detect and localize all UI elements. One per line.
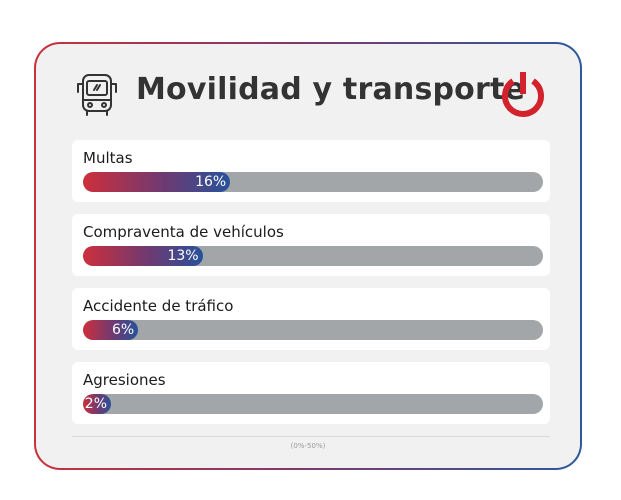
bus-icon [77, 74, 117, 116]
bar-fill: 16% [83, 172, 231, 192]
bar-fill: 13% [83, 246, 203, 266]
bar-track: 13% [83, 246, 543, 266]
bar-row: Compraventa de vehículos 13% [72, 214, 550, 276]
divider [72, 436, 550, 437]
category-label: Multas [83, 149, 133, 167]
bar-fill: 6% [83, 320, 139, 340]
card-frame: Movilidad y transporte Multas 16% Comprave… [34, 42, 582, 470]
value-label: 16% [195, 174, 227, 190]
bar-row: Multas 16% [72, 140, 550, 202]
page-title: Movilidad y transporte [136, 72, 526, 107]
bar-track: 16% [83, 172, 543, 192]
category-label: Compraventa de vehículos [83, 223, 284, 241]
bar-row: Accidente de tráfico 6% [72, 288, 550, 350]
category-label: Accidente de tráfico [83, 297, 234, 315]
category-label: Agresiones [83, 371, 166, 389]
header: Movilidad y transporte [72, 68, 550, 128]
scale-note: (0%-50%) [290, 442, 326, 450]
value-label: 2% [84, 396, 107, 412]
bar-track: 2% [83, 394, 543, 414]
value-label: 6% [111, 322, 135, 338]
bar-track: 6% [83, 320, 543, 340]
bar-fill: 2% [83, 394, 111, 414]
card: Movilidad y transporte Multas 16% Comprave… [36, 44, 580, 468]
bar-list: Multas 16% Compraventa de vehículos 13% Acci… [72, 140, 550, 436]
bar-row: Agresiones 2% [72, 362, 550, 424]
power-icon [502, 72, 544, 117]
value-label: 13% [167, 248, 199, 264]
